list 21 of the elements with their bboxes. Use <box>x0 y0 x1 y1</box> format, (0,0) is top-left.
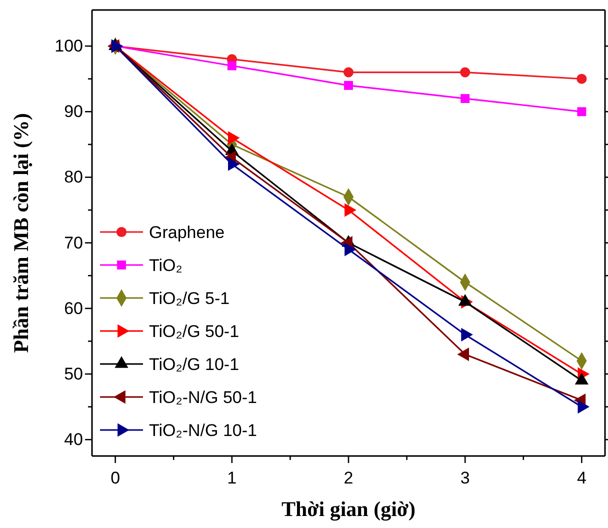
x-tick-label: 0 <box>110 468 120 488</box>
y-tick-label: 90 <box>64 102 83 122</box>
y-tick-label: 80 <box>64 168 83 187</box>
legend-label: TiO₂/G 50-1 <box>149 322 240 341</box>
y-tick-label: 100 <box>54 36 83 56</box>
x-tick-label: 2 <box>344 468 354 488</box>
x-tick-label: 3 <box>460 468 470 488</box>
y-tick-label: 40 <box>64 430 83 450</box>
x-tick-label: 4 <box>576 468 586 488</box>
legend-label: TiO₂/G 5-1 <box>149 289 230 308</box>
legend-label: TiO₂-N/G 50-1 <box>149 388 257 407</box>
y-axis-title: Phần trăm MB còn lại (%) <box>9 113 33 353</box>
legend-label: TiO₂/G 10-1 <box>149 355 240 374</box>
legend-label: TiO₂ <box>149 256 182 275</box>
y-tick-label: 70 <box>64 233 83 252</box>
legend-label: Graphene <box>149 223 225 242</box>
legend-label: TiO₂-N/G 10-1 <box>149 421 257 440</box>
x-tick-label: 1 <box>227 468 237 488</box>
y-tick-label: 60 <box>64 298 83 318</box>
y-tick-label: 50 <box>64 364 83 384</box>
x-axis-title: Thời gian (giờ) <box>281 497 416 521</box>
